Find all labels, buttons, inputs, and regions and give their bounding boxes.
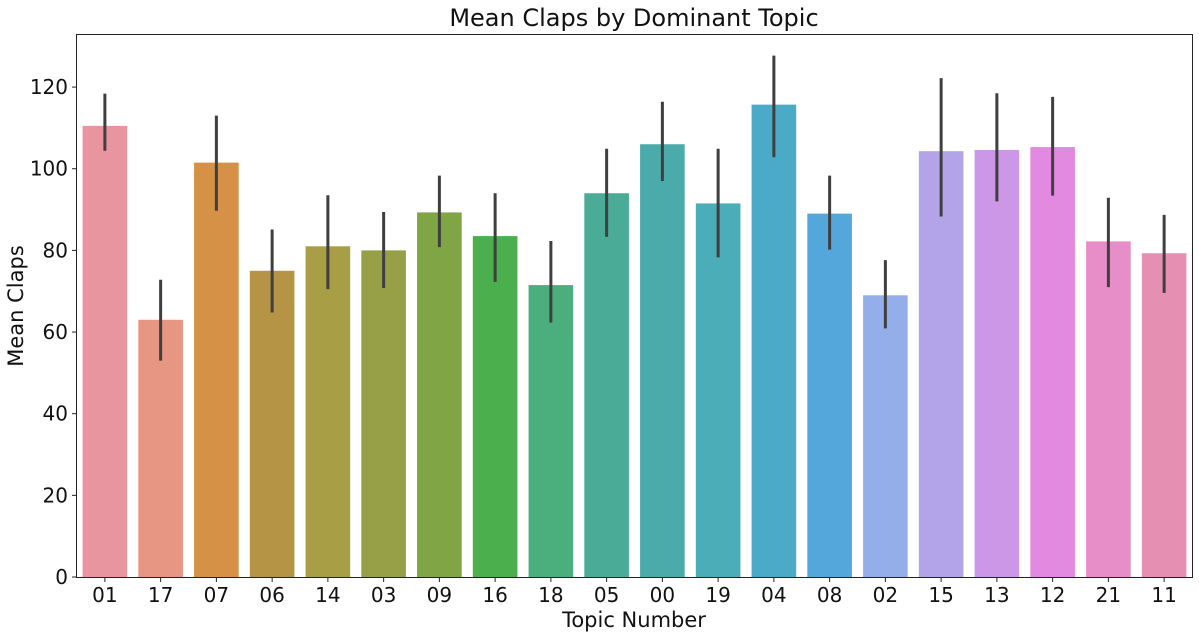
x-tick-label: 03	[371, 583, 396, 607]
bar-02	[863, 295, 908, 577]
x-tick-label: 21	[1096, 583, 1121, 607]
chart-title: Mean Claps by Dominant Topic	[449, 4, 818, 32]
bar-15	[918, 151, 964, 578]
bar-11	[1141, 253, 1187, 578]
x-tick-label: 15	[928, 583, 953, 607]
y-tick-label: 20	[43, 483, 68, 507]
x-tick-label: 08	[817, 583, 842, 607]
bars-layer	[82, 104, 1187, 578]
bar-01	[82, 125, 128, 578]
x-tick-label: 12	[1040, 583, 1065, 607]
bar-18	[528, 285, 574, 577]
y-tick-label: 40	[43, 402, 68, 426]
axes-layer	[76, 34, 1193, 578]
x-tick-label: 05	[594, 583, 619, 607]
x-tick-label: 16	[482, 583, 507, 607]
plot-frame	[76, 34, 1193, 578]
bar-09	[417, 212, 462, 577]
x-tick-label: 02	[873, 583, 898, 607]
bar-04	[751, 104, 797, 577]
x-tick-label: 14	[315, 583, 340, 607]
bar-05	[584, 193, 629, 578]
bar-07	[194, 162, 239, 578]
bar-16	[472, 236, 518, 577]
y-tick-label: 60	[43, 320, 68, 344]
y-tick-label: 120	[30, 75, 68, 99]
bar-14	[305, 246, 351, 578]
x-axis-ticks: 01 17 07 06 14 03 09 16 18 05 00 19 04 08 02 15 13 12 21 11	[92, 577, 1177, 607]
x-tick-label: 07	[204, 583, 229, 607]
bar-19	[695, 203, 741, 577]
bar-03	[361, 250, 406, 577]
x-tick-label: 11	[1151, 583, 1176, 607]
y-tick-label: 100	[30, 157, 68, 181]
bar-06	[249, 270, 295, 577]
bar-12	[1030, 147, 1075, 577]
x-tick-label: 17	[148, 583, 173, 607]
y-tick-label: 0	[55, 565, 68, 589]
y-axis-label: Mean Claps	[4, 245, 28, 367]
bar-13	[974, 149, 1020, 577]
x-tick-label: 00	[650, 583, 675, 607]
x-tick-label: 18	[538, 583, 563, 607]
bar-21	[1086, 241, 1131, 577]
x-tick-label: 19	[705, 583, 730, 607]
x-tick-label: 04	[761, 583, 786, 607]
y-axis-ticks: 0 20 40 60 80 100 120	[30, 75, 77, 589]
bar-17	[138, 319, 183, 577]
x-tick-label: 06	[259, 583, 284, 607]
x-tick-label: 01	[92, 583, 117, 607]
x-axis-label: Topic Number	[561, 608, 706, 632]
bar-08	[807, 213, 852, 577]
y-tick-label: 80	[43, 238, 68, 262]
bar-00	[640, 144, 685, 578]
errorbars-layer	[103, 55, 1166, 361]
x-tick-label: 13	[984, 583, 1009, 607]
x-tick-label: 09	[427, 583, 452, 607]
